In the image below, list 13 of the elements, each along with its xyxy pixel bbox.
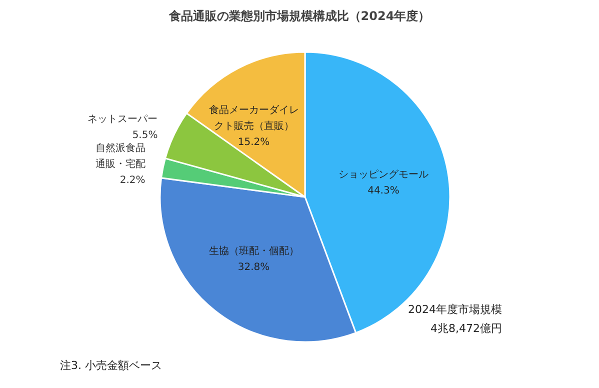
slice-label: ネットスーパー bbox=[88, 114, 158, 125]
slice-label: 自然派食品通販・宅配 bbox=[95, 142, 146, 170]
data-label: 32.8% bbox=[238, 262, 270, 274]
data-label: 15.2% bbox=[238, 136, 270, 148]
chart-title: 食品通販の業態別市場規模構成比（2024年度） bbox=[168, 8, 432, 25]
data-label: 2.2% bbox=[120, 175, 146, 186]
slice-label: ショッピングモール bbox=[338, 170, 428, 181]
slice-label: 生協（班配・個配） bbox=[208, 245, 299, 258]
data-label: 5.5% bbox=[132, 130, 158, 141]
slice-label: 食品メーカーダイレクト販売（直販） bbox=[208, 104, 299, 132]
data-label: 44.3% bbox=[368, 186, 400, 197]
text: 注3. 小売金額ベース bbox=[60, 358, 162, 373]
text: 2024年度市場規模 4兆8,472億円 bbox=[408, 302, 502, 337]
